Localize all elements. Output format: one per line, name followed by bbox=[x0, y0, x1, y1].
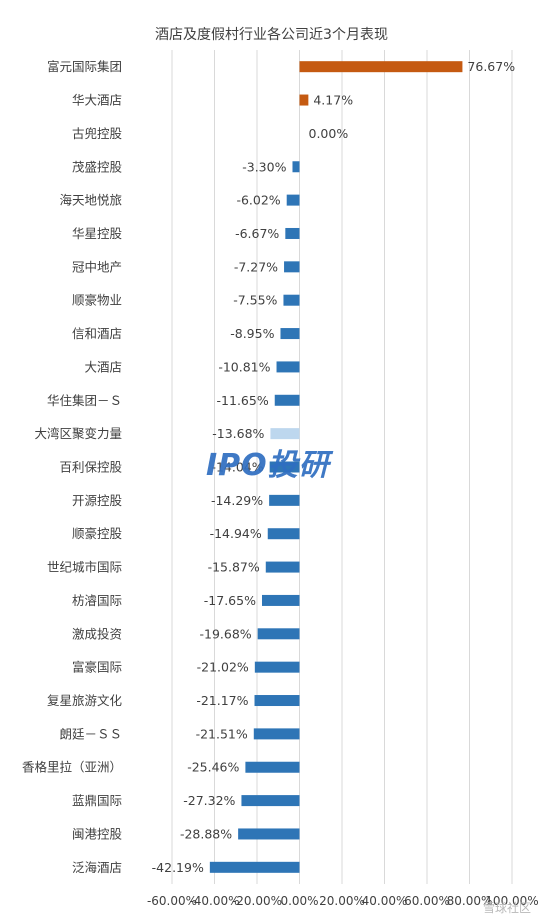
data-label: -13.68% bbox=[212, 426, 264, 441]
data-label: -27.32% bbox=[183, 793, 235, 808]
data-label: -28.88% bbox=[180, 826, 232, 841]
data-label: 4.17% bbox=[313, 93, 353, 108]
data-label: -6.02% bbox=[236, 193, 280, 208]
bar bbox=[276, 361, 300, 373]
bar bbox=[274, 394, 300, 406]
bar bbox=[283, 294, 300, 306]
bar bbox=[209, 861, 300, 873]
x-tick-label: 0.00% bbox=[280, 894, 318, 908]
bar bbox=[245, 761, 300, 773]
x-tick-label: 80.00% bbox=[447, 894, 493, 908]
data-label: -11.65% bbox=[217, 393, 269, 408]
category-label: 朗廷－ＳＳ bbox=[59, 726, 122, 741]
data-label: -42.19% bbox=[152, 860, 204, 875]
bar bbox=[292, 161, 300, 173]
category-label: 蓝鼎国际 bbox=[72, 793, 122, 808]
bar bbox=[267, 528, 300, 540]
category-label: 泛海酒店 bbox=[72, 860, 122, 875]
data-label: 0.00% bbox=[309, 126, 349, 141]
bar bbox=[241, 795, 300, 807]
bar bbox=[253, 728, 300, 740]
category-label: 激成投资 bbox=[72, 626, 122, 641]
bar bbox=[261, 594, 300, 606]
bar bbox=[254, 695, 300, 707]
corner-logo: 雪球社区 bbox=[482, 901, 531, 915]
bar bbox=[269, 461, 300, 473]
bar bbox=[299, 94, 309, 106]
data-label: -21.17% bbox=[196, 693, 248, 708]
category-label: 开源控股 bbox=[72, 493, 123, 508]
category-label: 大湾区聚变力量 bbox=[34, 426, 122, 441]
category-label: 闽港控股 bbox=[72, 826, 123, 841]
data-label: -7.27% bbox=[234, 259, 278, 274]
bar bbox=[265, 561, 300, 573]
data-label: -7.55% bbox=[233, 293, 277, 308]
category-label: 大酒店 bbox=[84, 359, 122, 374]
bar bbox=[284, 261, 300, 273]
data-label: -6.67% bbox=[235, 226, 279, 241]
bar bbox=[286, 194, 300, 206]
bar bbox=[257, 628, 300, 640]
watermark: IPO投研 bbox=[206, 448, 330, 483]
chart-title: 酒店及度假村行业各公司近3个月表现 bbox=[155, 27, 388, 43]
category-label: 顺豪物业 bbox=[72, 293, 122, 308]
data-label: -8.95% bbox=[230, 326, 274, 341]
data-label: -21.02% bbox=[197, 660, 249, 675]
bar bbox=[269, 494, 300, 506]
category-label: 顺豪控股 bbox=[72, 526, 123, 541]
data-label: -14.94% bbox=[210, 526, 262, 541]
category-label: 富豪国际 bbox=[72, 660, 122, 675]
bar bbox=[254, 661, 300, 673]
x-tick-label: 60.00% bbox=[404, 894, 450, 908]
data-label: -14.29% bbox=[211, 493, 263, 508]
x-tick-label: -40.00% bbox=[189, 894, 239, 908]
x-tick-label: 20.00% bbox=[319, 894, 365, 908]
category-label: 冠中地产 bbox=[72, 259, 122, 274]
category-label: 海天地悦旅 bbox=[59, 193, 122, 208]
bar bbox=[270, 428, 300, 440]
data-label: -15.87% bbox=[208, 560, 260, 575]
category-label: 世纪城市国际 bbox=[47, 560, 122, 575]
bar bbox=[299, 61, 463, 73]
category-label: 复星旅游文化 bbox=[47, 693, 123, 708]
bar bbox=[285, 227, 300, 239]
data-label: -21.51% bbox=[196, 726, 248, 741]
data-label: -25.46% bbox=[187, 760, 239, 775]
x-tick-label: 40.00% bbox=[362, 894, 408, 908]
data-label: -17.65% bbox=[204, 593, 256, 608]
data-label: -14.04% bbox=[211, 460, 263, 475]
x-tick-label: -20.00% bbox=[232, 894, 282, 908]
category-label: 华大酒店 bbox=[72, 93, 122, 108]
data-label: 76.67% bbox=[467, 59, 515, 74]
category-label: 信和酒店 bbox=[72, 326, 122, 341]
x-tick-label: -60.00% bbox=[147, 894, 197, 908]
category-label: 枋濬国际 bbox=[72, 593, 122, 608]
category-label: 百利保控股 bbox=[59, 460, 122, 475]
data-label: -10.81% bbox=[218, 359, 270, 374]
category-label: 香格里拉（亚洲） bbox=[22, 760, 122, 775]
category-label: 华住集团－Ｓ bbox=[47, 393, 122, 408]
data-label: -19.68% bbox=[199, 626, 251, 641]
bar bbox=[280, 328, 300, 340]
category-label: 古兜控股 bbox=[72, 126, 123, 141]
category-label: 华星控股 bbox=[72, 226, 123, 241]
data-label: -3.30% bbox=[242, 159, 286, 174]
category-label: 茂盛控股 bbox=[72, 159, 123, 174]
bar bbox=[238, 828, 300, 840]
category-label: 富元国际集团 bbox=[47, 59, 122, 74]
x-tick-label: 100.00% bbox=[485, 894, 538, 908]
